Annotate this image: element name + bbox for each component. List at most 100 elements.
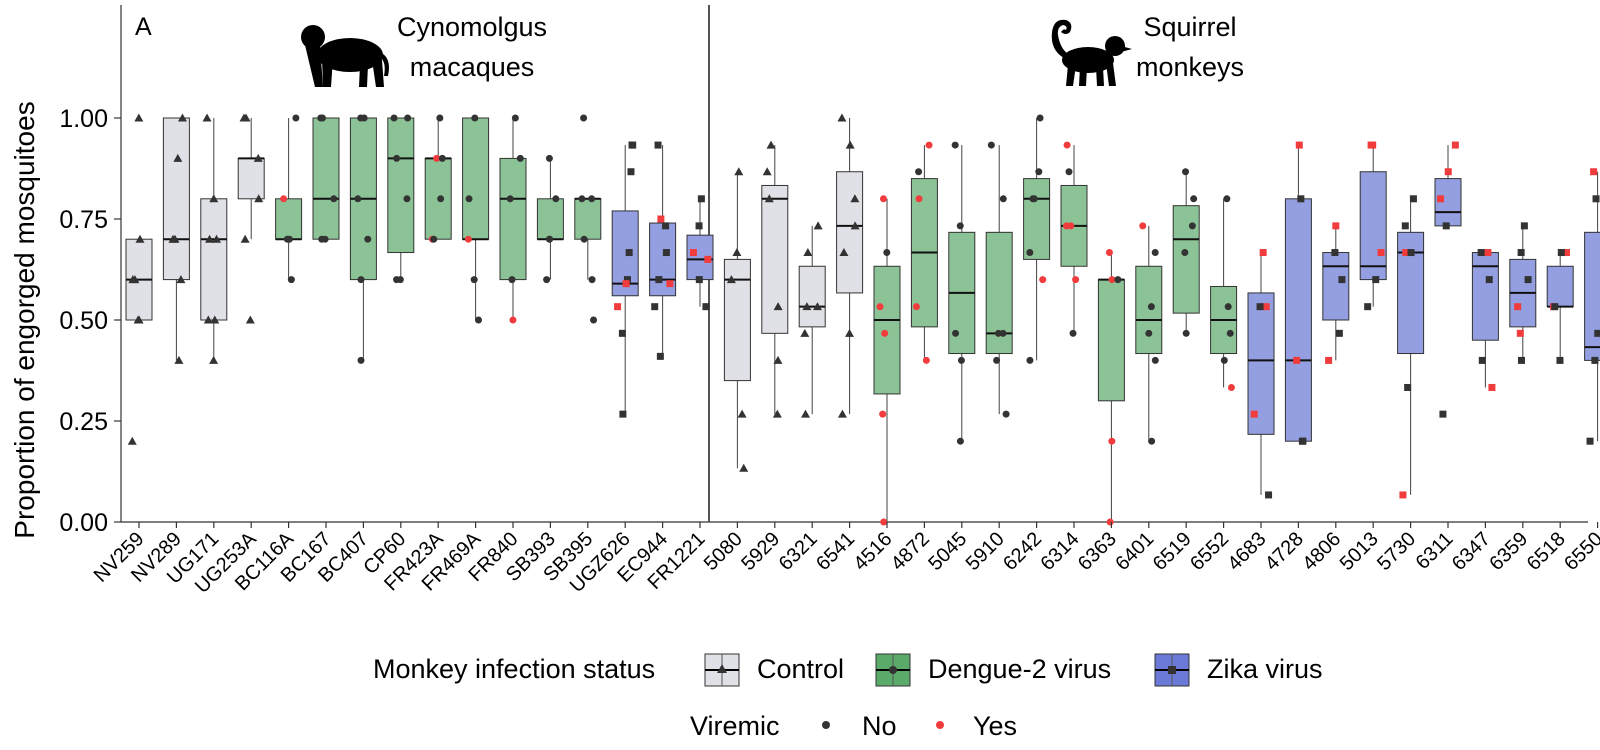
box-iqr [387, 117, 415, 254]
box-iqr [462, 117, 490, 240]
data-point [1399, 491, 1407, 499]
data-point [580, 235, 588, 243]
data-point [509, 316, 517, 324]
data-point [1364, 303, 1372, 311]
data-point [1524, 276, 1532, 284]
y-tick-label: 0.25 [59, 408, 108, 436]
data-point [737, 409, 747, 418]
data-point [625, 249, 633, 257]
data-point [734, 167, 744, 176]
box-SB395 [574, 114, 602, 324]
box-iqr [1546, 265, 1574, 308]
data-point [1062, 222, 1070, 230]
box-iqr [1172, 205, 1200, 314]
legend-viremic: Viremic No Yes [690, 711, 1017, 741]
data-point [1594, 329, 1600, 337]
data-point [1035, 168, 1043, 176]
data-point [623, 276, 631, 284]
data-point [1063, 141, 1071, 149]
data-point [1181, 249, 1189, 257]
data-point [1108, 437, 1116, 445]
data-point [662, 249, 670, 257]
legend-key-control [704, 653, 740, 687]
box-4806 [1322, 222, 1350, 364]
box-6550 [1584, 168, 1600, 445]
group-header-macaques: Cynomolgus macaques [301, 12, 547, 87]
legend-label-viremic-yes: Yes [973, 711, 1017, 741]
data-point [1182, 168, 1190, 176]
data-point [1516, 329, 1524, 337]
data-point [1520, 222, 1528, 230]
data-point [253, 153, 263, 162]
data-point [317, 114, 325, 122]
box-iqr [1322, 252, 1350, 321]
data-point [1332, 222, 1340, 230]
data-point [803, 248, 813, 257]
data-point [168, 234, 178, 243]
data-point [739, 463, 749, 472]
data-point [545, 154, 553, 162]
data-point [1147, 303, 1155, 311]
data-point [364, 235, 372, 243]
data-point [209, 355, 219, 364]
data-point [881, 329, 889, 337]
box-5013 [1359, 141, 1387, 311]
x-tick-label: 5730 [1373, 528, 1420, 575]
data-point [1590, 168, 1598, 176]
legend-label-dengue: Dengue-2 virus [928, 654, 1111, 684]
macaque-silhouette-icon [301, 25, 389, 87]
data-point [1223, 195, 1231, 203]
box-iqr [536, 198, 564, 240]
data-point [1335, 329, 1343, 337]
data-point [1488, 383, 1496, 391]
box-iqr [1359, 171, 1387, 281]
data-point [239, 113, 249, 122]
data-point [543, 276, 551, 284]
data-point [628, 141, 636, 149]
data-point [177, 113, 187, 122]
data-point [952, 329, 960, 337]
data-point [390, 114, 398, 122]
data-point [1039, 276, 1047, 284]
data-point [801, 409, 811, 418]
data-point [662, 222, 670, 230]
box-6314 [1060, 141, 1088, 337]
legend-key-viremic-no [822, 721, 830, 729]
x-tick-label: 5929 [737, 528, 784, 575]
box-iqr [499, 157, 527, 281]
data-point [666, 280, 674, 288]
data-point [1484, 249, 1492, 257]
legend-label-zika: Zika virus [1207, 654, 1323, 684]
box-iqr [836, 171, 864, 294]
box-6347 [1471, 249, 1499, 391]
data-point [876, 303, 884, 311]
data-point [1377, 249, 1385, 257]
data-point [511, 114, 519, 122]
data-point [773, 355, 783, 364]
data-point [134, 113, 144, 122]
data-point [764, 194, 774, 203]
data-point [1293, 356, 1301, 364]
box-CP60 [387, 114, 415, 284]
box-4516 [873, 195, 901, 526]
data-point [404, 114, 412, 122]
data-point [773, 302, 783, 311]
x-tick-label: 4806 [1298, 528, 1345, 575]
data-point [925, 141, 933, 149]
data-point [202, 113, 212, 122]
data-point [614, 303, 622, 311]
data-point [1404, 383, 1412, 391]
box-iqr [798, 265, 826, 328]
data-point [618, 329, 626, 337]
box-iqr [1097, 279, 1125, 402]
data-point [772, 409, 782, 418]
box-5929 [761, 140, 789, 418]
box-EC944 [649, 141, 677, 360]
legend-key-viremic-yes [936, 721, 944, 729]
data-point [1325, 356, 1333, 364]
data-point [726, 275, 736, 284]
box-6518 [1546, 249, 1574, 364]
box-iqr [761, 184, 789, 334]
data-point [839, 248, 849, 257]
data-point [357, 356, 365, 364]
